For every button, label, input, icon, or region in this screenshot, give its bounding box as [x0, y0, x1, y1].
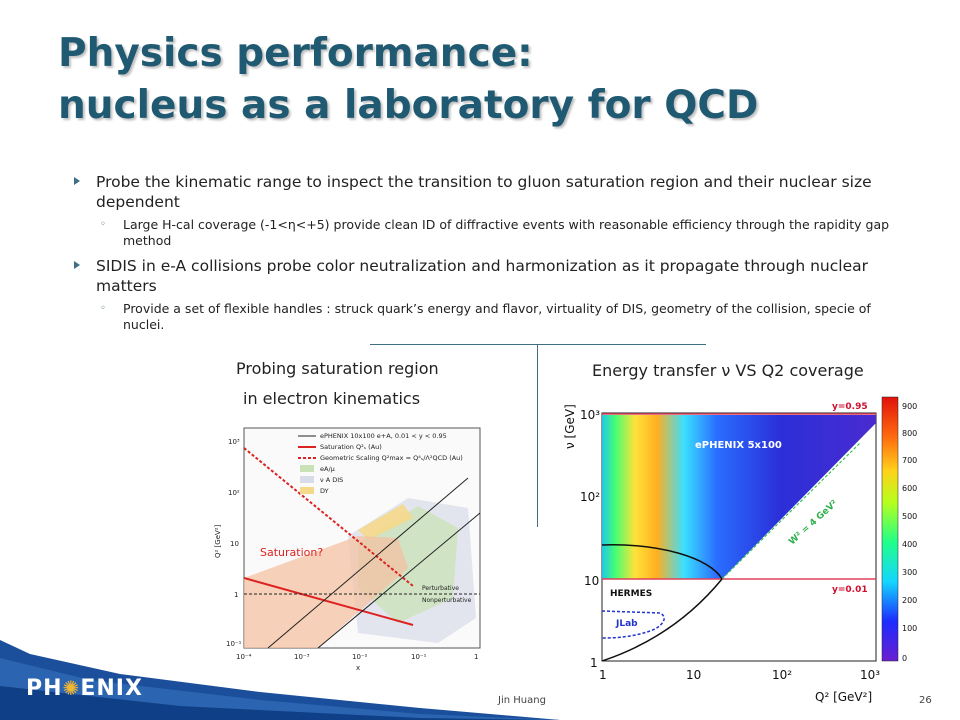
legend-ephenix: ePHENIX 10x100 e+A, 0.01 < y < 0.95	[320, 432, 447, 440]
colorbar-tick: 800	[902, 429, 917, 438]
right-y-ticks: 10³ 10² 10 1	[580, 408, 600, 670]
hermes-boundary	[602, 544, 723, 580]
colorbar-tick: 200	[902, 596, 917, 605]
right-x-tick: 1	[599, 668, 607, 682]
left-y-ticks: 10³ 10² 10 1 10⁻¹	[226, 438, 242, 648]
vertical-divider	[537, 344, 538, 527]
right-y-tick: 1	[590, 656, 598, 670]
colorbar-tick: 400	[902, 540, 917, 549]
w2-line	[721, 442, 861, 580]
colorbar-ticks: 900 800 700 600 500 400 300 200 100 0	[902, 402, 917, 663]
triangle-bullet-icon	[74, 261, 80, 269]
acceptance-line-2	[317, 512, 480, 648]
right-x-tick: 10²	[772, 668, 792, 682]
saturation-plot: ePHENIX 10x100 e+A, 0.01 < y < 0.95 Satu…	[208, 418, 498, 680]
right-y-tick: 10³	[580, 408, 600, 422]
bullet-list: Probe the kinematic range to inspect the…	[74, 172, 914, 340]
page-number: 26	[919, 695, 932, 706]
left-x-tick: 10⁻⁴	[236, 653, 252, 661]
right-x-label: Q² [GeV²]	[815, 690, 872, 704]
title-line-1: Physics performance:	[58, 31, 533, 76]
bullet-1: Probe the kinematic range to inspect the…	[74, 172, 914, 212]
left-y-tick: 10³	[228, 438, 240, 446]
logo-text-left: PH	[26, 676, 63, 701]
colorbar-tick: 0	[902, 654, 907, 663]
left-y-tick: 10²	[228, 489, 240, 497]
right-x-tick: 10	[686, 668, 701, 682]
y-low-label: y=0.01	[832, 585, 868, 595]
acceptance-line-1	[267, 477, 469, 648]
hermes-label: HERMES	[610, 589, 652, 599]
left-x-tick: 10⁻³	[294, 653, 310, 661]
colorbar-tick: 100	[902, 624, 917, 633]
colorbar-tick: 600	[902, 484, 917, 493]
bullet-1-text: Probe the kinematic range to inspect the…	[96, 173, 872, 211]
title-line-2: nucleus as a laboratory for QCD	[58, 83, 759, 128]
bullet-2-text: SIDIS in e-A collisions probe color neut…	[96, 257, 868, 295]
right-x-tick: 10³	[860, 668, 880, 682]
colorbar	[881, 396, 899, 662]
left-caption-line-1: Probing saturation region	[236, 359, 439, 378]
footer-swoosh	[0, 640, 560, 720]
jlab-label: JLab	[615, 619, 638, 629]
colorbar-tick: 700	[902, 456, 917, 465]
coverage-plot: ePHENIX 5x100 y=0.95 y=0.01 W² = 4 GeV² …	[560, 383, 950, 720]
legend-ea-mu: eA/μ	[320, 465, 335, 473]
sub-bullet-1: ◦ Large H-cal coverage (-1<η<+5) provide…	[74, 217, 914, 249]
sub-bullet-2-text: Provide a set of flexible handles : stru…	[123, 301, 871, 332]
saturation-scale-line	[244, 577, 414, 626]
coverage-heatmap	[602, 415, 876, 579]
star-icon: ✺	[62, 676, 81, 700]
left-y-label: Q² [GeV²]	[214, 524, 222, 558]
saturation-question-label: Saturation?	[260, 546, 323, 559]
kinematic-limit-line	[602, 578, 723, 661]
colorbar-tick: 500	[902, 512, 917, 521]
y-high-label: y=0.95	[832, 402, 868, 412]
right-y-tick: 10²	[580, 490, 600, 504]
nonperturbative-label: Nonperturbative	[422, 597, 472, 604]
perturbative-label: Perturbative	[422, 585, 459, 592]
slide-title: Physics performance: nucleus as a labora…	[58, 28, 938, 132]
legend-nu-a-dis: ν A DIS	[320, 476, 343, 484]
left-x-label: x	[356, 664, 360, 672]
sub-bullet-1-text: Large H-cal coverage (-1<η<+5) provide c…	[123, 217, 890, 248]
right-y-label: ν [GeV]	[563, 404, 577, 449]
logo-text-right: ENIX	[80, 676, 143, 701]
triangle-bullet-icon	[74, 177, 80, 185]
saturation-plot-svg: ePHENIX 10x100 e+A, 0.01 < y < 0.95 Satu…	[214, 427, 481, 672]
left-y-tick: 1	[234, 591, 238, 599]
left-y-tick: 10⁻¹	[226, 640, 242, 648]
horizontal-divider	[370, 344, 706, 345]
dy-region	[358, 504, 413, 540]
phenix-logo: PH✺ENIX	[26, 676, 143, 701]
left-y-tick: 10	[230, 540, 239, 548]
footer-author: Jin Huang	[498, 695, 546, 706]
sub-bullet-2: ◦ Provide a set of flexible handles : st…	[74, 301, 914, 333]
left-legend: ePHENIX 10x100 e+A, 0.01 < y < 0.95 Satu…	[298, 432, 463, 495]
bullet-2: SIDIS in e-A collisions probe color neut…	[74, 256, 914, 296]
plot-inner-title: ePHENIX 5x100	[695, 440, 782, 451]
left-x-tick: 10⁻¹	[411, 653, 427, 661]
left-x-tick: 1	[474, 653, 478, 661]
legend-geometric: Geometric Scaling Q²max = Q⁴ₛ/Λ²QCD (Au)	[320, 454, 463, 462]
circle-bullet-icon: ◦	[100, 303, 106, 314]
left-x-tick: 10⁻²	[352, 653, 368, 661]
right-caption: Energy transfer ν VS Q2 coverage	[592, 361, 864, 380]
circle-bullet-icon: ◦	[100, 219, 106, 230]
colorbar-tick: 300	[902, 568, 917, 577]
right-y-tick: 10	[584, 574, 599, 588]
right-x-ticks: 1 10 10² 10³	[599, 668, 880, 682]
jlab-boundary	[602, 610, 665, 639]
legend-dy: DY	[320, 487, 329, 495]
legend-saturation: Saturation Q²ₛ (Au)	[320, 443, 382, 451]
colorbar-tick: 900	[902, 402, 917, 411]
left-x-ticks: 10⁻⁴ 10⁻³ 10⁻² 10⁻¹ 1	[236, 653, 478, 661]
geometric-scaling-line	[244, 447, 414, 587]
coverage-plot-svg: ePHENIX 5x100 y=0.95 y=0.01 W² = 4 GeV² …	[563, 396, 917, 704]
left-caption-line-2: in electron kinematics	[243, 389, 421, 408]
